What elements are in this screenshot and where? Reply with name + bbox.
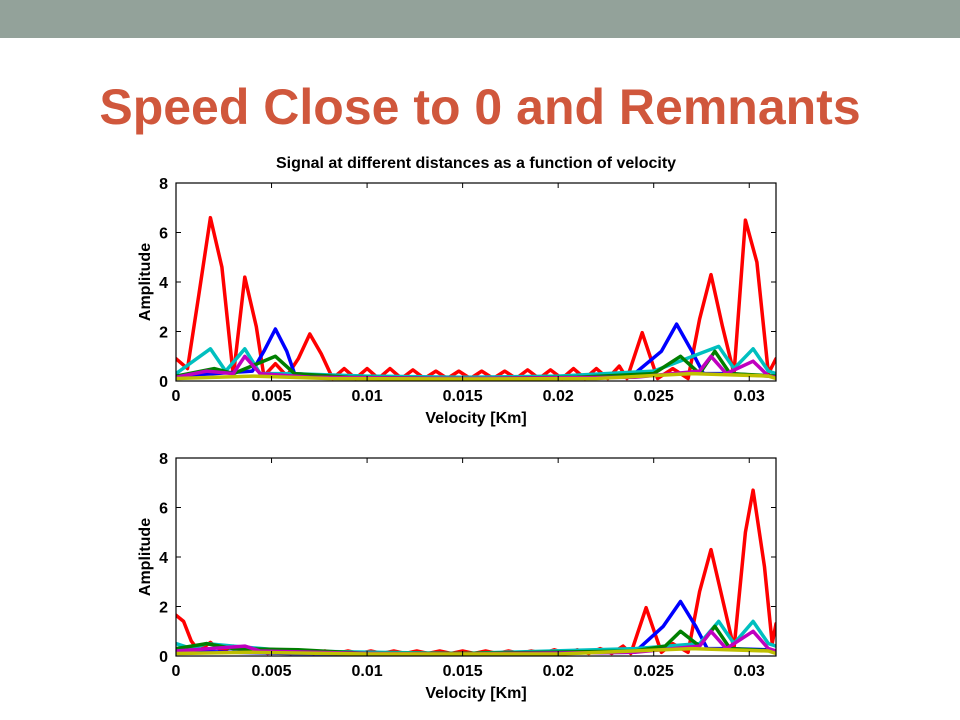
series-line-5: [176, 371, 776, 381]
y-tick-label: 6: [159, 226, 168, 243]
x-tick-label: 0: [172, 388, 181, 405]
x-tick-label: 0.015: [443, 663, 483, 680]
top-accent-band: [0, 0, 960, 38]
x-axis-label: Velocity [Km]: [425, 410, 526, 427]
x-tick-label: 0.025: [634, 663, 674, 680]
y-tick-label: 8: [159, 451, 168, 468]
y-axis-label: Amplitude: [137, 518, 154, 596]
slide-title: Speed Close to 0 and Remnants: [99, 79, 861, 135]
x-tick-label: 0.025: [634, 388, 674, 405]
chart-title: Signal at different distances as a funct…: [276, 155, 676, 172]
chart-bottom: 0 0.005 0.01 0.015 0.02 0.025 0.03 0 2 4 6 8 Velocit…: [137, 451, 777, 702]
x-tick-label: 0.01: [352, 663, 383, 680]
y-tick-label: 0: [159, 649, 168, 666]
y-tick-label: 4: [159, 550, 168, 567]
plot-frame: [175, 182, 777, 382]
x-tick-label: 0.02: [543, 388, 574, 405]
y-tick-label: 8: [159, 176, 168, 193]
x-tick-label: 0.03: [734, 663, 765, 680]
x-tick-label: 0.005: [252, 388, 292, 405]
plot-frame: [175, 457, 777, 657]
x-tick-label: 0.005: [252, 663, 292, 680]
x-tick-label: 0.015: [443, 388, 483, 405]
x-axis-label: Velocity [Km]: [425, 685, 526, 702]
series-line-1: [176, 322, 776, 380]
series-line-0: [176, 215, 776, 381]
y-tick-label: 2: [159, 600, 168, 617]
chart-top: 0 0.005 0.01 0.015 0.02 0.025 0.03 0 2 4 6 8 Signal …: [137, 155, 777, 427]
series-group: [176, 215, 776, 381]
y-tick-label: 6: [159, 501, 168, 518]
y-axis-label: Amplitude: [137, 243, 154, 321]
x-tick-label: 0: [172, 663, 181, 680]
y-tick-label: 2: [159, 325, 168, 342]
y-tick-label: 0: [159, 374, 168, 391]
x-tick-label: 0.02: [543, 663, 574, 680]
y-tick-label: 4: [159, 275, 168, 292]
x-tick-label: 0.03: [734, 388, 765, 405]
series-line-0: [176, 488, 776, 656]
x-tick-label: 0.01: [352, 388, 383, 405]
series-group: [176, 488, 776, 656]
